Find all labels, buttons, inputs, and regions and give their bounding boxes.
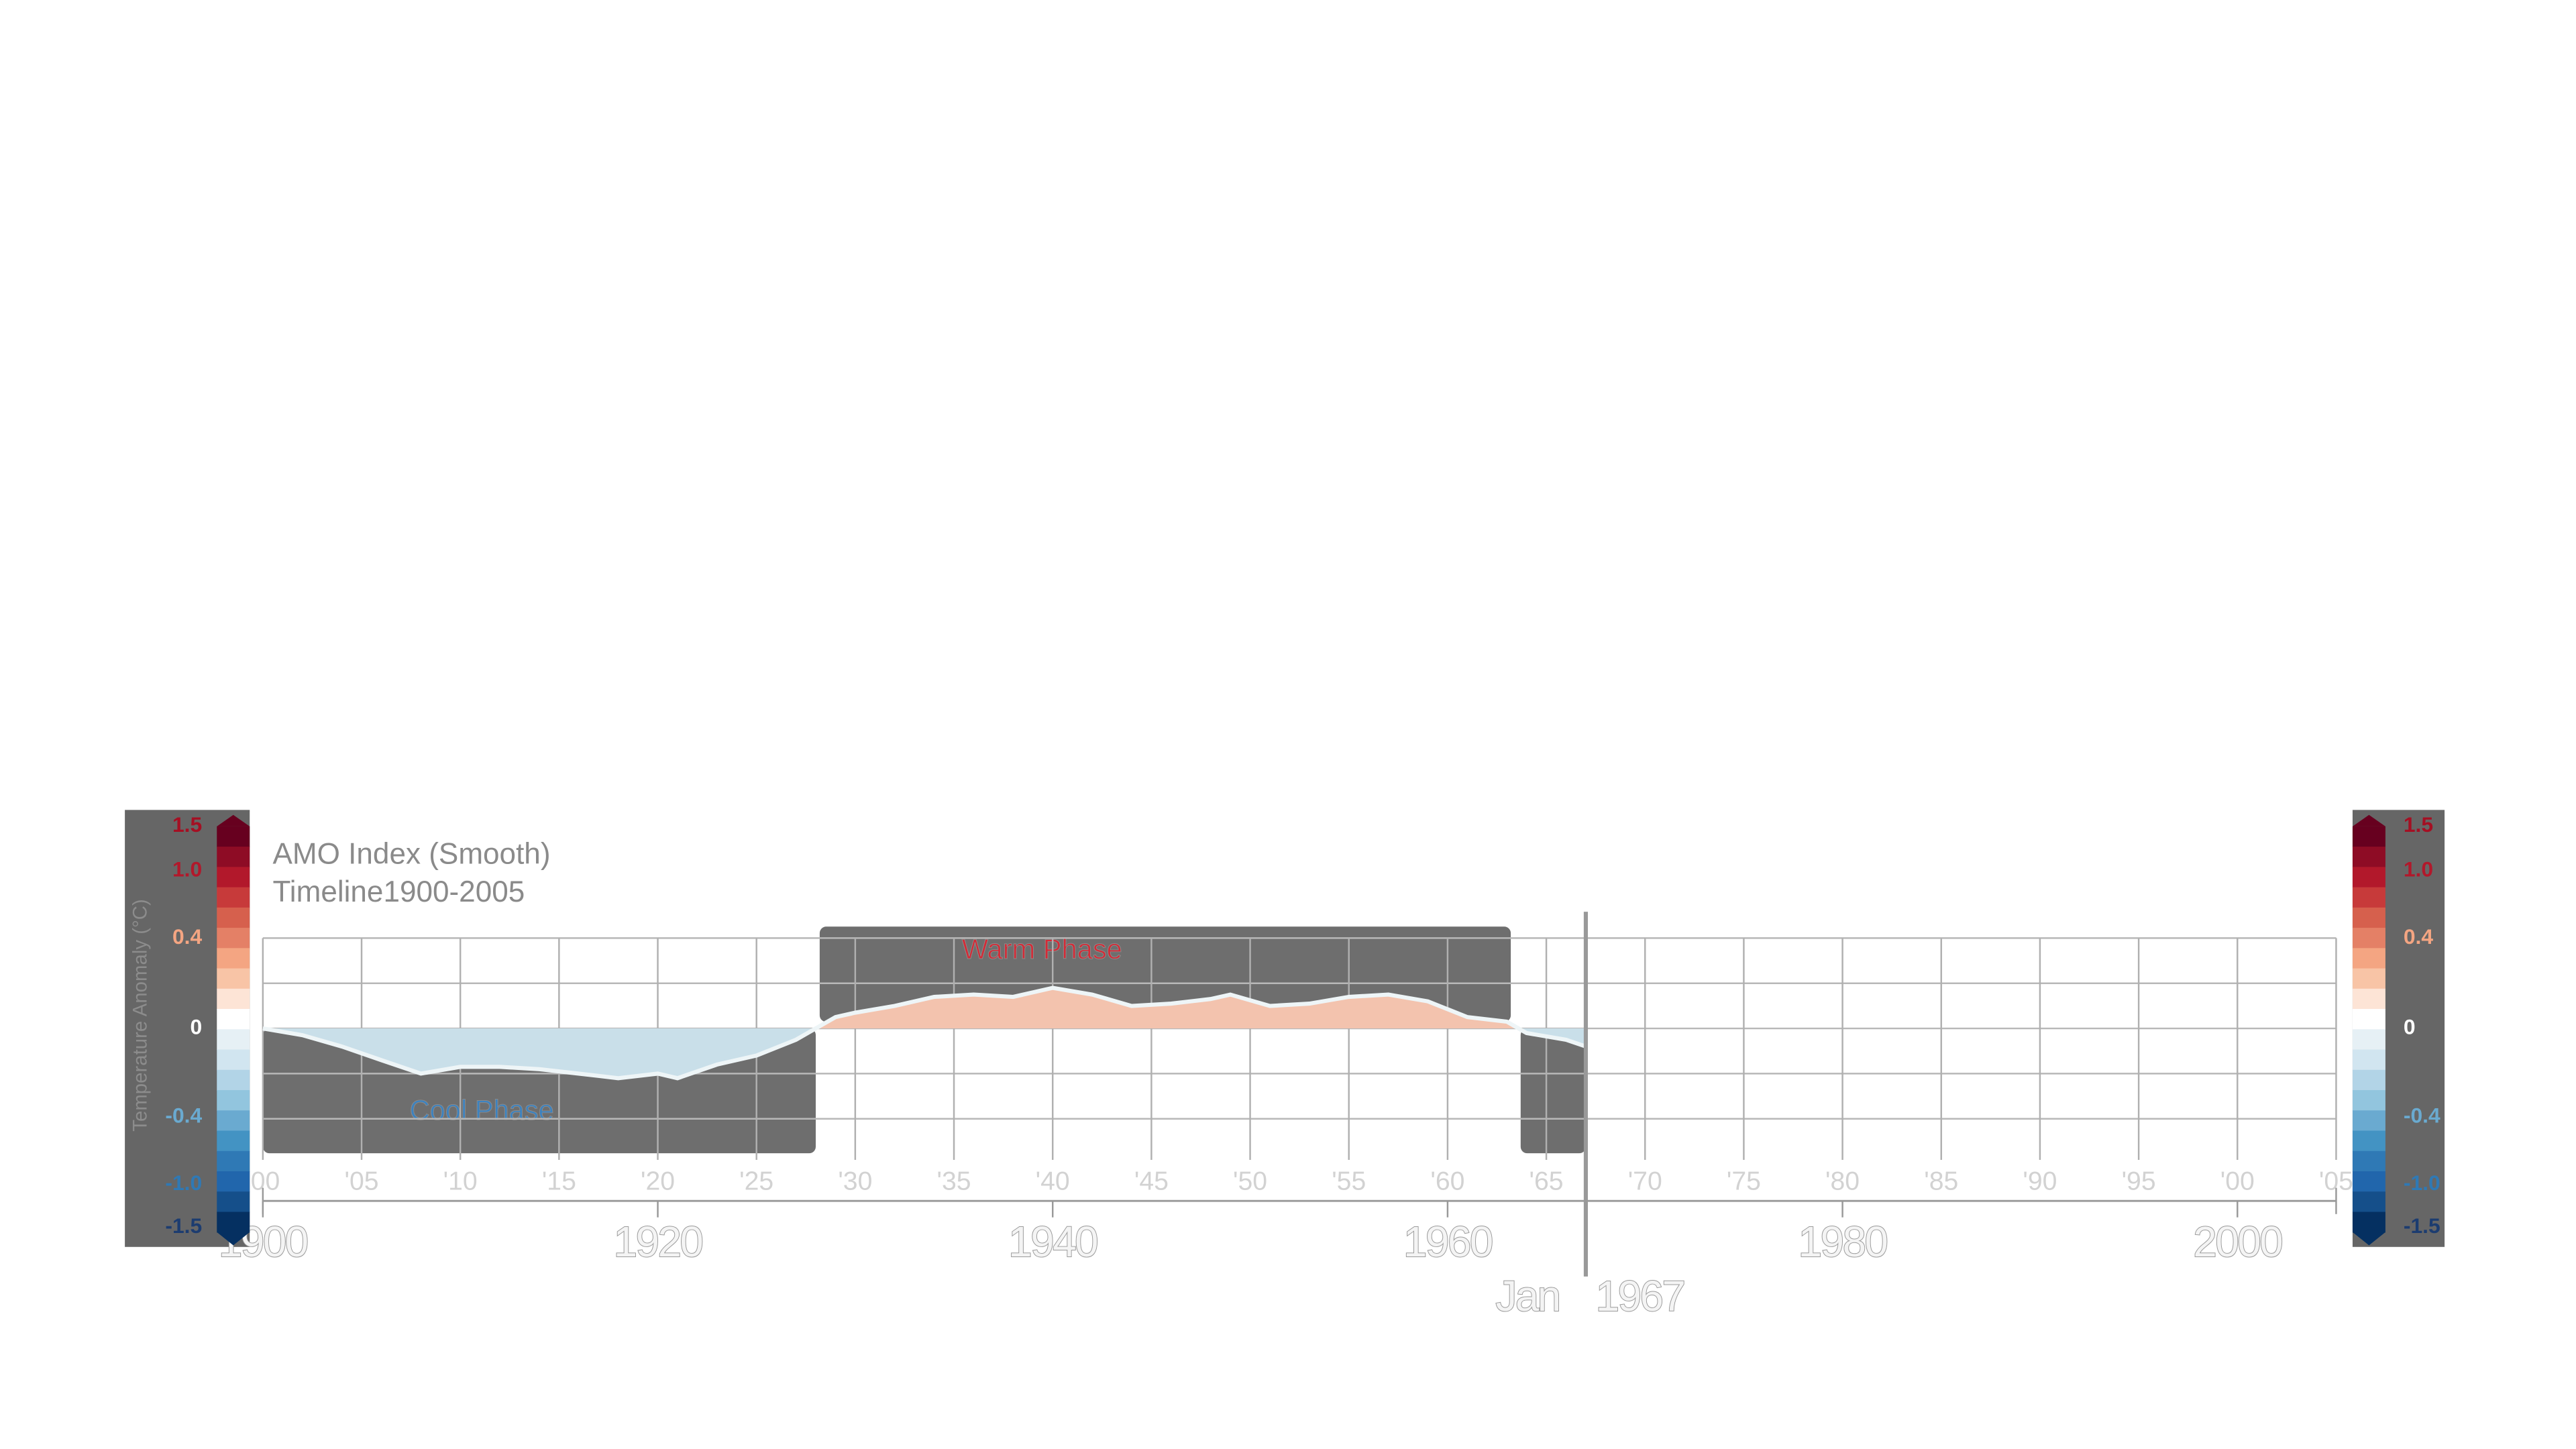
colorbar-bin [2352,847,2385,868]
colorbar-bin [2352,907,2385,928]
colorbar-bin [217,1110,250,1132]
x-tick-label: '85 [1924,1167,1958,1196]
x-tick-label: '50 [1233,1167,1267,1196]
x-tick-label: '30 [838,1167,872,1196]
major-tick-label: 1940 [1008,1218,1097,1266]
x-tick-label: '65 [1529,1167,1564,1196]
colorbar-bin [217,1090,250,1111]
x-tick-label: '45 [1134,1167,1169,1196]
colorbar-tick-label: 0.4 [2404,924,2434,949]
x-tick-label: '60 [1430,1167,1464,1196]
colorbar-bin [2352,1069,2385,1091]
x-tick-label: '90 [2023,1167,2057,1196]
colorbar-bin [2352,826,2385,847]
colorbars: 1.5 1.0 0.4 0 -0.4 -1.0 -1.5 1.5 1.0 0.4 0 -0.4 -1.0… [165,812,2440,1246]
colorbar-tick-label: -0.4 [165,1104,202,1128]
colorbar-bin [217,1069,250,1091]
current-year: 1967 [1596,1273,1684,1320]
x-tick-label: '15 [542,1167,576,1196]
colorbar-bin [217,826,250,847]
colorbar-tick-label: 1.0 [2404,857,2433,881]
colorbar-bin [2352,867,2385,888]
colorbar-bin [217,1191,250,1213]
colorbar-bin [217,928,250,949]
colorbar-cap [2352,1232,2385,1246]
colorbar-tick-label: 1.0 [172,857,202,881]
colorbar-bin [2352,948,2385,969]
colorbar-tick-label: 0 [191,1014,203,1038]
colorbar-bin [217,988,250,1010]
x-axis: '00 '05 '10 '15 '20 '25 '30 '35 '40 '45 '50 '55 '60 '… [218,912,2353,1321]
major-tick-label: 1960 [1403,1218,1492,1266]
colorbar-tick-label: -1.5 [165,1214,202,1238]
colorbar-bin [2352,1171,2385,1192]
colorbar-bin [217,1150,250,1172]
colorbar-cap [217,1232,250,1246]
colorbar-bin [217,1171,250,1192]
colorbar-tick-label: -1.0 [2404,1171,2440,1195]
colorbar-tick-label: -1.5 [2404,1214,2440,1238]
x-tick-label: '40 [1036,1167,1070,1196]
plot [262,985,1587,1081]
x-tick-label: '20 [641,1167,675,1196]
colorbar-tick-label: 1.5 [172,812,202,837]
major-tick-label: 1980 [1799,1218,1887,1266]
colorbar-bin [217,1049,250,1071]
area-fill-negative [262,1028,1586,1079]
phase-label: Cool Phase [410,1094,554,1126]
colorbar-bin [2352,988,2385,1010]
y-axis-label: Temperature Anomaly (°C) [129,899,151,1131]
colorbar-tick-label: -1.0 [165,1171,202,1195]
colorbar-bin [217,1212,250,1233]
colorbar-bin [2352,887,2385,908]
colorbar-bin [217,847,250,868]
colorbar-bin [217,1009,250,1030]
major-tick-label: 2000 [2193,1218,2282,1266]
colorbar-bin [2352,1009,2385,1030]
area-line [262,985,1587,1081]
colorbar-cap [2352,814,2385,826]
x-tick-label: '25 [739,1167,773,1196]
colorbar-bin [2352,928,2385,949]
current-month: Jan [1495,1273,1559,1320]
chart-title: AMO Index (Smooth) [273,838,551,871]
x-tick-label: '05 [344,1167,378,1196]
colorbar-bin [217,948,250,969]
colorbar-bin [2352,1130,2385,1152]
x-tick-label: '00 [2220,1167,2255,1196]
phase-box [1520,1028,1586,1154]
major-tick-label: 1920 [614,1218,702,1266]
chart-subtitle: Timeline1900-2005 [273,875,525,908]
colorbar-bin [217,1130,250,1152]
colorbar-tick-label: 0 [2404,1014,2416,1038]
x-tick-label: '70 [1628,1167,1662,1196]
colorbar-bin [2352,1191,2385,1213]
colorbar-bin [2352,1029,2385,1051]
x-tick-label: '80 [1825,1167,1860,1196]
colorbar-bin [217,968,250,989]
colorbar-bin [2352,1150,2385,1172]
colorbar-cap [217,814,250,826]
x-tick-label: '55 [1332,1167,1366,1196]
colorbar-bin [2352,968,2385,989]
colorbar-bin [217,907,250,928]
x-tick-label: '75 [1727,1167,1761,1196]
colorbar-tick-label: 0.4 [172,924,203,949]
colorbar-tick-label: -0.4 [2404,1104,2440,1128]
colorbar-bin [2352,1049,2385,1071]
colorbar-bin [2352,1212,2385,1233]
colorbar-bin [217,887,250,908]
area-fill-positive [262,987,1586,1029]
x-tick-label: '35 [937,1167,971,1196]
colorbar-bin [217,1029,250,1051]
colorbar-bin [217,867,250,888]
colorbar-bin [2352,1090,2385,1111]
x-tick-label: '95 [2122,1167,2156,1196]
colorbar-bin [2352,1110,2385,1132]
colorbar-tick-label: 1.5 [2404,812,2433,837]
x-tick-label: '10 [443,1167,478,1196]
